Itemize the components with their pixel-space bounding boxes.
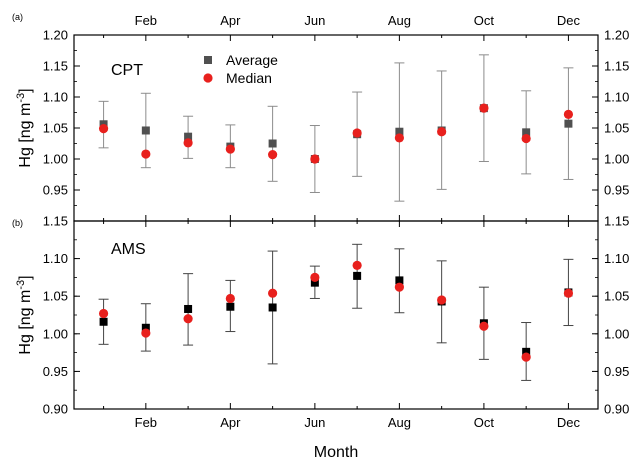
x-tick-label-bottom: Dec <box>557 415 581 430</box>
average-point <box>141 126 150 135</box>
median-point <box>437 295 447 305</box>
average-point <box>184 304 193 313</box>
y-tick-label-right: 1.05 <box>604 289 629 304</box>
average-point <box>268 139 277 148</box>
y-tick-label-left: 0.95 <box>43 183 68 198</box>
y-tick-label-left: 0.95 <box>43 364 68 379</box>
legend-average-label: Average <box>226 52 278 68</box>
panel-label: (b) <box>12 218 23 228</box>
average-point <box>395 276 404 285</box>
y-tick-label-right: 0.95 <box>604 364 629 379</box>
y-tick-label-right: 1.00 <box>604 152 629 167</box>
average-point <box>226 302 235 311</box>
x-tick-label-top: Oct <box>474 13 495 28</box>
legend-median-marker <box>203 73 213 83</box>
median-point <box>225 293 235 304</box>
median-point <box>437 127 447 137</box>
median-point <box>225 144 235 154</box>
y-tick-label-left: 1.00 <box>43 326 68 341</box>
average-point <box>268 303 277 312</box>
average-point <box>141 323 150 332</box>
y-tick-label-left: 1.10 <box>43 251 68 266</box>
x-tick-label-top: Dec <box>557 13 581 28</box>
y-tick-label-left: 1.15 <box>43 59 68 74</box>
x-tick-label-bottom: Feb <box>135 415 157 430</box>
average-point <box>99 317 108 326</box>
y-tick-label-right: 1.10 <box>604 251 629 266</box>
panel-site-name: CPT <box>111 62 143 79</box>
median-point <box>563 109 574 119</box>
median-point <box>352 260 362 270</box>
median-point <box>141 149 151 159</box>
median-point <box>394 133 404 143</box>
plot-frame <box>73 220 599 410</box>
y-tick-label-left: 1.05 <box>43 289 68 304</box>
y-tick-label-right: 1.20 <box>604 28 629 43</box>
y-tick-label-right: 1.15 <box>604 214 629 229</box>
median-point <box>268 150 278 160</box>
y-tick-label-left: 1.00 <box>43 152 68 167</box>
y-tick-label-right: 0.95 <box>604 183 629 198</box>
average-point <box>564 119 573 128</box>
x-tick-label-top: Apr <box>220 13 241 28</box>
median-point <box>183 138 193 148</box>
y-tick-label-left: 1.10 <box>43 90 68 105</box>
average-point <box>522 128 531 137</box>
y-tick-label-right: 1.05 <box>604 121 629 136</box>
median-point <box>141 328 151 338</box>
panel-site-name: AMS <box>111 241 146 258</box>
average-point <box>353 271 362 280</box>
median-point <box>521 133 531 144</box>
x-axis-title: Month <box>314 444 358 461</box>
median-point <box>352 128 362 138</box>
x-tick-label-bottom: Aug <box>388 415 411 430</box>
median-point <box>183 314 193 324</box>
average-point <box>395 127 404 136</box>
x-tick-label-bottom: Jun <box>304 415 325 430</box>
x-tick-label-bottom: Oct <box>474 415 495 430</box>
y-tick-label-left: 1.05 <box>43 121 68 136</box>
x-tick-label-top: Jun <box>304 13 325 28</box>
median-point <box>310 272 320 282</box>
plot-frame <box>73 34 599 222</box>
median-point <box>268 288 278 298</box>
y-tick-label-right: 1.15 <box>604 59 629 74</box>
median-point <box>310 154 320 164</box>
x-tick-label-bottom: Apr <box>220 415 241 430</box>
average-point <box>184 132 193 141</box>
median-point <box>479 321 489 331</box>
legend-median-label: Median <box>226 70 272 86</box>
median-point <box>98 308 109 319</box>
x-tick-label-top: Aug <box>388 13 411 28</box>
median-point <box>521 352 531 362</box>
y-axis-title: Hg [ng m-3] <box>15 88 34 167</box>
y-tick-label-left: 1.20 <box>43 28 68 43</box>
median-point <box>98 124 109 134</box>
average-point <box>522 347 531 356</box>
median-point <box>479 103 489 113</box>
x-tick-label-top: Feb <box>135 13 157 28</box>
y-tick-label-right: 1.00 <box>604 326 629 341</box>
y-tick-label-left: 0.90 <box>43 402 68 417</box>
panel-label: (a) <box>12 12 23 22</box>
y-axis-title: Hg [ng m-3] <box>15 275 34 354</box>
median-point <box>563 288 574 298</box>
legend-average-marker <box>204 56 212 64</box>
y-tick-label-left: 1.15 <box>43 214 68 229</box>
median-point <box>394 282 404 292</box>
y-tick-label-right: 0.90 <box>604 402 629 417</box>
y-tick-label-right: 1.10 <box>604 90 629 105</box>
average-point <box>310 278 319 287</box>
